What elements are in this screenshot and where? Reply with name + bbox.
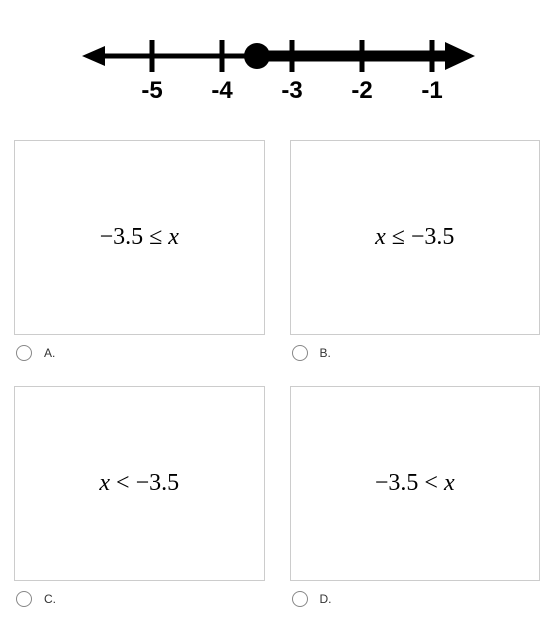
tick-label-2: -3	[281, 77, 302, 104]
option-a-card: −3.5 ≤ x	[14, 140, 265, 335]
option-a-row: A.	[14, 345, 265, 361]
option-d-radio[interactable]	[292, 591, 308, 607]
option-c-label: C.	[44, 592, 56, 606]
option-b-row: B.	[290, 345, 541, 361]
option-b-card: x ≤ −3.5	[290, 140, 541, 335]
option-c-expression: x < −3.5	[99, 470, 179, 497]
option-c-radio[interactable]	[16, 591, 32, 607]
tick-label-3: -2	[351, 77, 372, 104]
option-d-expression: −3.5 < x	[375, 470, 455, 497]
option-b: x ≤ −3.5 B.	[290, 140, 541, 361]
number-line: -5 -4 -3 -2 -1	[14, 20, 540, 105]
tick-label-1: -4	[211, 77, 233, 104]
option-b-expression: x ≤ −3.5	[375, 224, 454, 251]
option-c-row: C.	[14, 591, 265, 607]
option-a: −3.5 ≤ x A.	[14, 140, 265, 361]
option-c: x < −3.5 C.	[14, 386, 265, 607]
option-b-label: B.	[320, 346, 331, 360]
option-b-radio[interactable]	[292, 345, 308, 361]
option-d-row: D.	[290, 591, 541, 607]
option-d-card: −3.5 < x	[290, 386, 541, 581]
options-grid: −3.5 ≤ x A. x ≤ −3.5 B. x < −3.5 C. −3.5…	[14, 140, 540, 607]
option-a-expression: −3.5 ≤ x	[100, 224, 179, 251]
option-d: −3.5 < x D.	[290, 386, 541, 607]
option-c-card: x < −3.5	[14, 386, 265, 581]
option-d-label: D.	[320, 592, 332, 606]
tick-label-4: -1	[421, 77, 442, 104]
option-a-radio[interactable]	[16, 345, 32, 361]
tick-label-0: -5	[141, 77, 162, 104]
option-a-label: A.	[44, 346, 55, 360]
